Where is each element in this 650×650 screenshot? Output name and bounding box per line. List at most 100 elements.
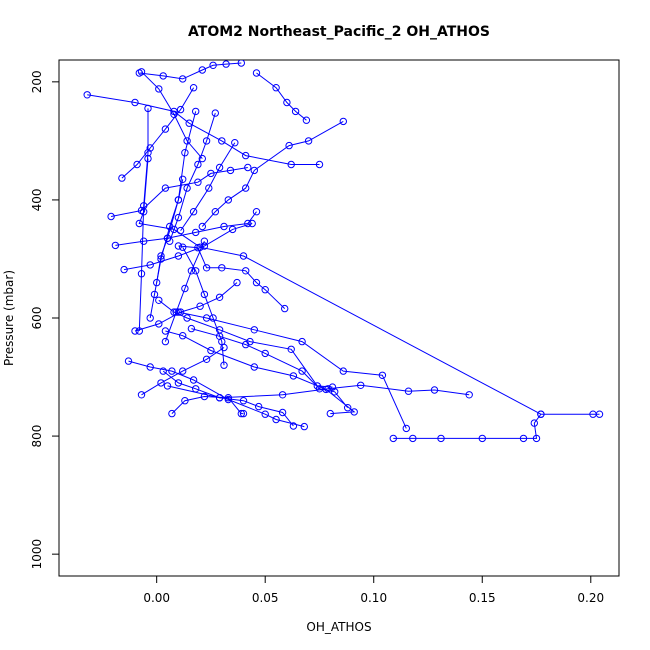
- data-point: [200, 290, 209, 299]
- data-point: [202, 264, 211, 272]
- data-point: [131, 98, 139, 107]
- data-point: [135, 219, 144, 228]
- data-point: [224, 196, 233, 204]
- data-point: [209, 314, 217, 322]
- data-point: [239, 409, 248, 418]
- series-line-21: [256, 72, 307, 121]
- data-point: [231, 139, 239, 147]
- data-point: [179, 175, 187, 184]
- data-point: [155, 296, 163, 304]
- y-axis-label: Pressure (mbar): [2, 270, 16, 366]
- data-point: [192, 228, 200, 237]
- data-point: [272, 84, 280, 92]
- data-point: [430, 386, 439, 394]
- data-point: [313, 382, 321, 390]
- series-line-19: [141, 71, 203, 159]
- data-point: [287, 345, 295, 353]
- y-tick-label: 800: [30, 425, 44, 448]
- series-line-17: [141, 347, 225, 396]
- data-point: [278, 391, 287, 399]
- data-point: [261, 349, 269, 358]
- data-point: [166, 237, 174, 245]
- data-point: [272, 415, 280, 424]
- data-point: [250, 326, 259, 334]
- data-point: [181, 149, 189, 157]
- data-point: [146, 261, 154, 269]
- data-point: [198, 222, 207, 231]
- data-point: [183, 184, 191, 192]
- data-point: [200, 392, 209, 401]
- data-point: [252, 208, 261, 216]
- data-point: [187, 267, 196, 275]
- series-line-12: [87, 94, 320, 165]
- data-point: [242, 151, 250, 160]
- data-point: [176, 308, 185, 316]
- series-line-29: [180, 142, 236, 231]
- data-point: [237, 60, 245, 67]
- data-point: [107, 212, 115, 221]
- series-line-28: [182, 246, 225, 366]
- data-point: [192, 107, 200, 116]
- x-tick-label: 0.15: [469, 591, 496, 605]
- data-point: [174, 213, 183, 222]
- data-point: [239, 252, 248, 260]
- data-point: [300, 422, 308, 431]
- series-line-6: [165, 330, 356, 415]
- chart-title: ATOM2 Northeast_Pacific_2 OH_ATHOS: [188, 24, 490, 40]
- data-point: [174, 242, 183, 250]
- data-point: [166, 222, 174, 231]
- series-line-22: [138, 108, 149, 332]
- data-point: [194, 178, 202, 186]
- series-line-1: [393, 413, 600, 439]
- data-point: [131, 327, 139, 335]
- data-point: [137, 391, 146, 399]
- data-point: [289, 422, 298, 430]
- y-tick-label: 1000: [30, 539, 44, 570]
- data-point: [209, 61, 217, 70]
- data-point: [202, 355, 211, 363]
- data-point: [174, 252, 183, 260]
- data-point: [211, 208, 220, 216]
- data-point: [339, 367, 347, 375]
- data-point: [404, 387, 413, 395]
- data-point: [242, 184, 250, 192]
- data-point: [194, 160, 202, 169]
- data-point: [215, 163, 224, 172]
- data-point: [200, 237, 209, 245]
- data-point: [179, 243, 187, 251]
- data-point: [537, 410, 545, 418]
- data-point: [328, 383, 337, 391]
- data-point: [205, 184, 213, 192]
- series-line-13: [111, 167, 248, 217]
- data-point: [478, 434, 486, 443]
- data-point: [244, 163, 252, 172]
- data-point: [220, 361, 228, 369]
- data-point: [161, 327, 170, 335]
- x-tick-label: 0.00: [143, 591, 170, 605]
- data-point: [532, 434, 541, 443]
- data-point: [242, 267, 250, 275]
- data-point: [326, 409, 334, 418]
- data-point: [168, 409, 176, 418]
- data-point: [179, 332, 187, 340]
- data-point: [179, 75, 187, 83]
- data-point: [159, 72, 167, 80]
- data-point: [161, 184, 170, 192]
- data-point: [146, 144, 154, 152]
- data-point: [315, 160, 324, 169]
- data-point: [144, 104, 152, 113]
- data-point: [83, 91, 91, 99]
- data-point: [409, 434, 417, 443]
- data-point: [146, 363, 154, 371]
- x-tick-label: 0.20: [577, 591, 604, 605]
- x-axis: 0.00 0.05 0.10 0.15 0.20: [143, 576, 604, 605]
- data-point: [595, 410, 604, 418]
- data-point: [250, 363, 259, 371]
- data-point: [244, 219, 252, 228]
- y-axis: 200 400 600 800 1000: [30, 70, 59, 569]
- data-point: [302, 116, 311, 124]
- series-line-3: [138, 158, 542, 415]
- data-point: [261, 286, 269, 294]
- data-point: [298, 367, 306, 375]
